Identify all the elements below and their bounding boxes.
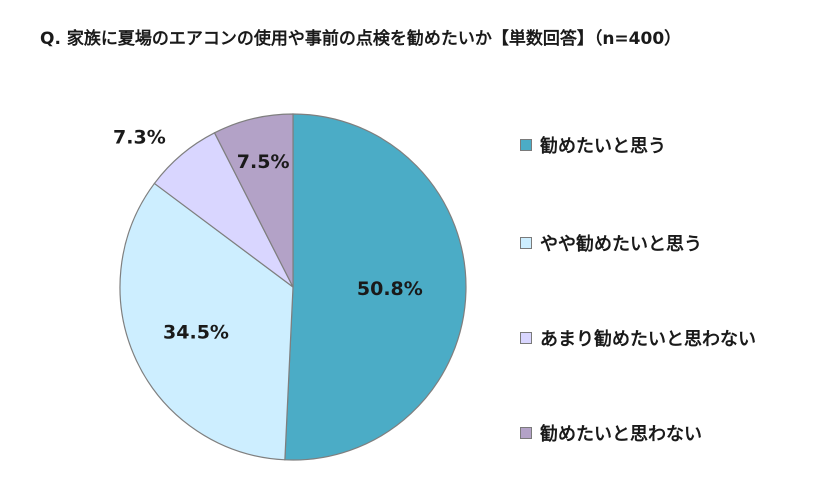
pie-slice-4 — [213, 113, 294, 288]
legend-label-3: あまり勧めたいと思わない — [540, 329, 756, 350]
data-label-1: 50.8% — [357, 278, 423, 300]
legend-label-4: 勧めたいと思わない — [540, 424, 702, 445]
data-label-2: 34.5% — [163, 321, 229, 343]
legend-label-2: やや勧めたいと思う — [540, 234, 702, 255]
pie-slice-2 — [119, 182, 294, 461]
legend-swatch-1 — [520, 139, 532, 151]
legend-item-2: やや勧めたいと思う — [520, 230, 702, 256]
legend-swatch-2 — [520, 237, 532, 249]
data-label-4: 7.5% — [237, 151, 290, 173]
chart-title: Q. 家族に夏場のエアコンの使用や事前の点検を勧めたいか【単数回答】（n=400… — [40, 29, 682, 49]
legend-swatch-3 — [520, 332, 532, 344]
legend-item-4: 勧めたいと思わない — [520, 420, 702, 446]
legend-label-1: 勧めたいと思う — [540, 136, 666, 157]
legend-item-3: あまり勧めたいと思わない — [520, 325, 756, 351]
legend-item-1: 勧めたいと思う — [520, 132, 666, 158]
pie-slice-1 — [284, 113, 467, 461]
data-label-3: 7.3% — [113, 126, 166, 148]
legend-swatch-4 — [520, 427, 532, 439]
